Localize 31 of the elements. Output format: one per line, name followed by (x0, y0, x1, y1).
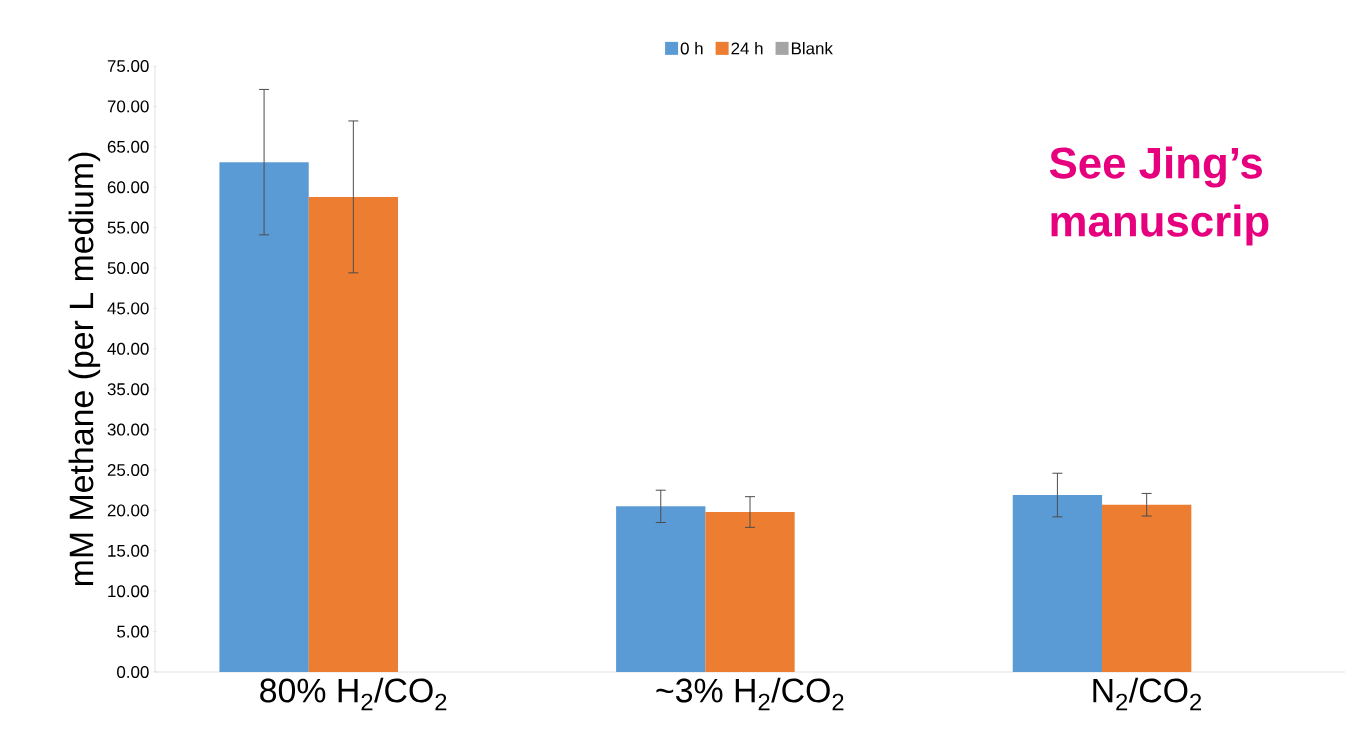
y-tick-label: 55.00 (107, 221, 149, 234)
y-tick-label: 15.00 (108, 544, 149, 557)
y-tick-label: 10.00 (108, 585, 149, 598)
legend-label: 0 h (680, 42, 703, 55)
y-tick-label: 65.00 (107, 140, 149, 153)
legend-label: Blank (791, 42, 833, 55)
y-tick-label: 70.00 (107, 100, 149, 113)
x-tick-label: 80% H$_{2}$/CO$_{2}$ (260, 677, 447, 711)
x-tick-label: N$_{2}$/CO$_{2}$ (1093, 677, 1202, 711)
y-tick-label: 75.00 (107, 60, 149, 72)
bar (705, 512, 795, 672)
y-tick-label: 30.00 (107, 423, 149, 436)
annotation: manuscrip (1051, 204, 1269, 246)
y-tick-label: 50.00 (107, 262, 149, 274)
y-tick-label: 35.00 (107, 383, 149, 396)
bar (616, 506, 706, 672)
bar (308, 196, 398, 672)
bar (1102, 504, 1192, 672)
y-tick-label: 40.00 (107, 342, 149, 355)
y-tick-label: 25.00 (107, 464, 149, 476)
y-tick-label: 20.00 (107, 504, 149, 517)
bar (1012, 495, 1103, 672)
y-tick-label: 45.00 (107, 302, 149, 315)
y-tick-label: 0.00 (117, 666, 149, 678)
y-tick-label: 60.00 (107, 181, 149, 194)
annotation: See Jing’s (1049, 146, 1262, 188)
legend-label: 24 h (731, 42, 763, 55)
bar (219, 162, 309, 672)
y-axis-title: mM Methane (per L medium) (68, 152, 101, 586)
x-tick-label: ~3% H$_{2}$/CO$_{2}$ (656, 677, 844, 711)
y-tick-label: 5.00 (117, 625, 149, 638)
